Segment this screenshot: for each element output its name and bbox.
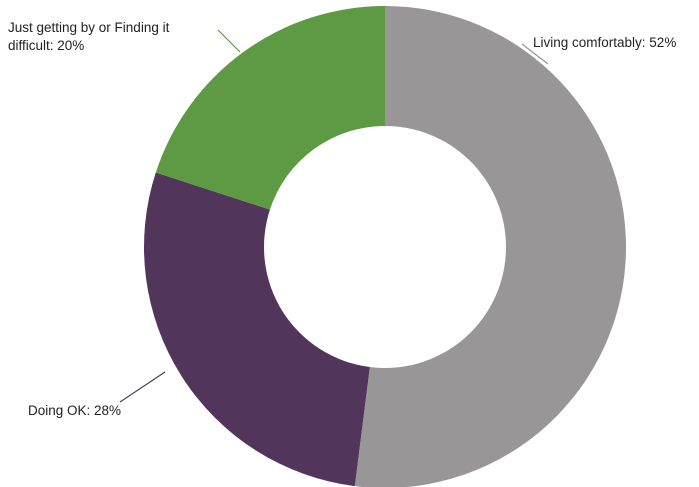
data-label-0-line-0: Living comfortably: 52% <box>533 35 676 50</box>
leader-line-2 <box>217 29 241 53</box>
slice-living-comfortably <box>354 6 626 487</box>
data-label-2-line-0: Just getting by or Finding it <box>8 20 170 35</box>
slice-just-getting-by-or-finding-it-difficult <box>155 6 385 210</box>
leader-line-1 <box>119 371 166 403</box>
leader-line-0 <box>521 43 549 65</box>
slice-doing-ok <box>143 172 370 487</box>
data-label-1-line-0: Doing OK: 28% <box>28 403 121 418</box>
data-label-2-line-1: difficult: 20% <box>8 38 84 53</box>
